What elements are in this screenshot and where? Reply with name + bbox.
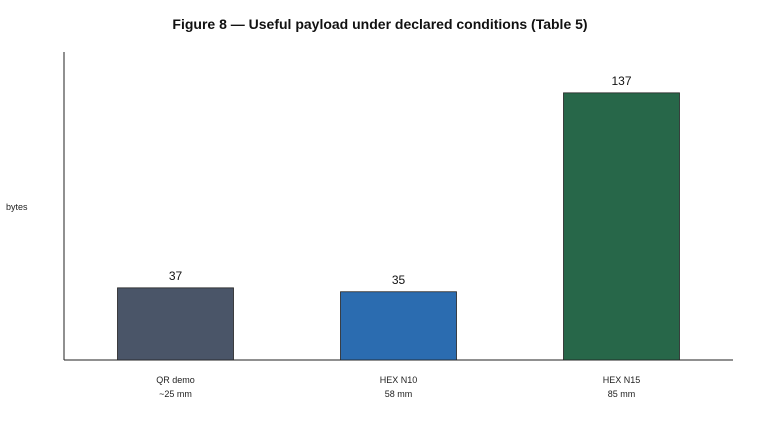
value-label-1: 35 — [392, 273, 406, 287]
x-tick-label-0-line1: QR demo — [156, 375, 195, 385]
x-tick-label-0-line2: ~25 mm — [159, 389, 192, 399]
x-tick-label-1-line2: 58 mm — [385, 389, 413, 399]
bars-group — [117, 92, 680, 361]
value-label-2: 137 — [611, 74, 631, 88]
bar-1 — [340, 291, 457, 361]
bar-0 — [117, 287, 234, 361]
labels-group: 37 QR demo ~25 mm 35 HEX N10 58 mm 137 HEX N15 8… — [156, 74, 640, 399]
value-label-0: 37 — [169, 269, 183, 283]
x-tick-label-2-line1: HEX N15 — [603, 375, 641, 385]
x-tick-label-2-line2: 85 mm — [608, 389, 636, 399]
chart-title: Figure 8 — Useful payload under declared… — [172, 16, 587, 32]
x-tick-label-1-line1: HEX N10 — [380, 375, 418, 385]
y-axis-label: bytes — [6, 202, 28, 212]
bar-2 — [563, 92, 680, 361]
